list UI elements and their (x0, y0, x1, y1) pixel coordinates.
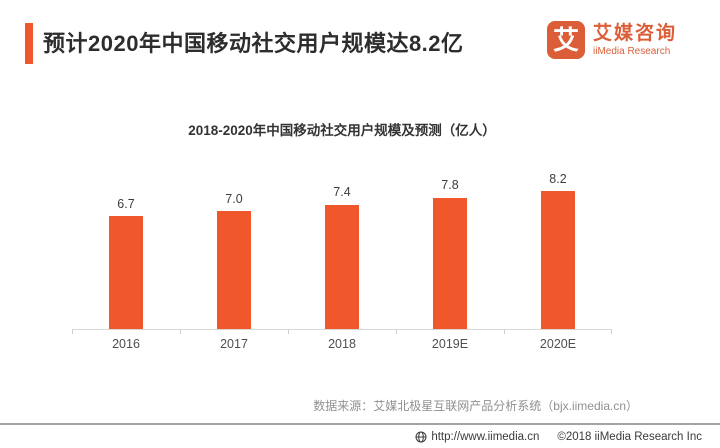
bar-column: 6.7 (72, 169, 180, 329)
axis-tick (396, 330, 397, 334)
footer-url: http://www.iimedia.cn (431, 430, 540, 443)
bar (217, 211, 251, 329)
bar (325, 204, 359, 329)
globe-icon (415, 431, 427, 443)
footer-copyright: ©2018 iiMedia Research Inc (557, 430, 702, 443)
bar (109, 216, 143, 329)
page-title: 预计2020年中国移动社交用户规模达8.2亿 (43, 31, 464, 56)
bar-value-label: 8.2 (549, 171, 567, 186)
chart-title: 2018-2020年中国移动社交用户规模及预测（亿人） (188, 123, 496, 138)
bar-chart-plot: 6.7 7.0 7.4 7.8 8.2 (72, 169, 612, 334)
bar-column: 7.8 (396, 169, 504, 329)
iimedia-logo: 艾 艾媒咨询 iiMedia Research (547, 21, 677, 59)
logo-glyph: 艾 (552, 25, 579, 55)
iimedia-logo-icon: 艾 (547, 21, 585, 59)
x-axis-label: 2019E (431, 337, 469, 351)
bar (433, 197, 467, 329)
bar-value-label: 7.4 (333, 185, 351, 199)
axis-tick (180, 330, 181, 334)
bar-column: 7.0 (180, 169, 288, 329)
bar-value-label: 7.0 (225, 191, 243, 206)
x-axis-labels: 2016 2017 2018 2019E 2020E (72, 337, 612, 351)
logo-text: 艾媒咨询 iiMedia Research (593, 21, 677, 58)
x-axis-label: 2020E (539, 337, 577, 351)
bar-column: 8.2 (504, 169, 612, 329)
x-axis-label: 2018 (328, 337, 356, 351)
x-axis-label: 2016 (112, 337, 140, 351)
title-accent-bar (25, 23, 33, 64)
bars-row: 6.7 7.0 7.4 7.8 8.2 (72, 169, 612, 329)
bar (541, 191, 575, 329)
logo-name-en: iiMedia Research (593, 45, 671, 57)
source-note: 数据来源：艾媒北极星互联网产品分析系统（bjx.iimedia.cn） (313, 399, 638, 413)
footer-bar: http://www.iimedia.cn ©2018 iiMedia Rese… (0, 423, 720, 448)
bar-value-label: 7.8 (441, 178, 459, 193)
logo-name-cn: 艾媒咨询 (593, 23, 678, 44)
bar-value-label: 6.7 (117, 196, 135, 211)
axis-tick (611, 330, 612, 334)
axis-tick (72, 330, 73, 334)
axis-tick (504, 330, 505, 334)
bar-column: 7.4 (288, 169, 396, 329)
axis-tick (288, 330, 289, 334)
x-axis-label: 2017 (220, 337, 248, 351)
